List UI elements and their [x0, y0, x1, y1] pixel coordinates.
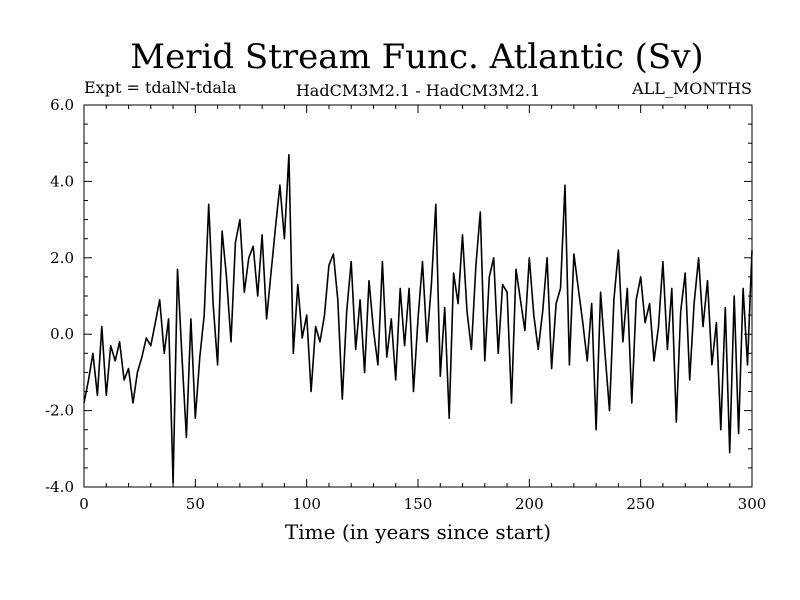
y-tick-label: 0.0 [50, 325, 74, 343]
y-tick-label: 2.0 [50, 249, 74, 267]
x-axis-label: Time (in years since start) [285, 520, 551, 544]
series-line [83, 153, 753, 485]
y-tick-label: -4.0 [45, 478, 74, 496]
x-tick-label: 50 [186, 495, 205, 513]
x-tick-label: 200 [515, 495, 544, 513]
x-tick-label: 300 [738, 495, 767, 513]
y-tick-label: 6.0 [50, 96, 74, 114]
y-tick-label: 4.0 [50, 172, 74, 190]
subtitle-models: HadCM3M2.1 - HadCM3M2.1 [296, 81, 540, 100]
x-tick-label: 150 [404, 495, 433, 513]
x-tick-label: 100 [292, 495, 321, 513]
x-tick-label: 250 [626, 495, 655, 513]
chart-title: Merid Stream Func. Atlantic (Sv) [130, 37, 703, 77]
x-tick-label: 0 [79, 495, 89, 513]
subtitle-experiment: Expt = tdalN-tdala [84, 78, 237, 97]
plot-frame [83, 104, 753, 488]
plot-area: 0 50 100 150 200 250 300 -4.0 -2.0 0.0 2.0 4.0 6.0 [45, 96, 766, 513]
y-tick-label: -2.0 [45, 402, 74, 420]
subtitle-months: ALL_MONTHS [631, 79, 752, 98]
